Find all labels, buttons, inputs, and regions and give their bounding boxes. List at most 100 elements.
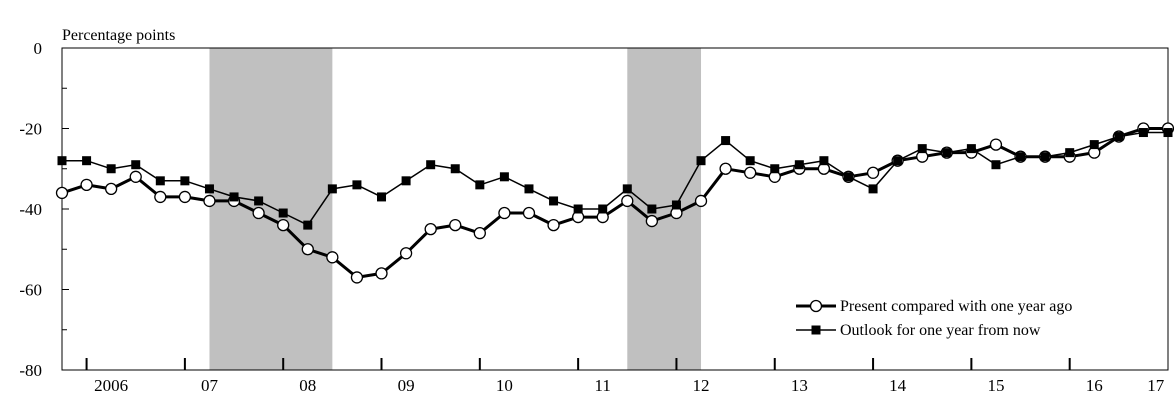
legend-marker-1	[809, 299, 823, 313]
x-tick-label: 12	[693, 376, 710, 395]
series-2-point	[1138, 128, 1148, 138]
x-tick-label: 16	[1086, 376, 1103, 395]
series-2-point	[1040, 152, 1050, 162]
series-2-point	[843, 172, 853, 182]
series-2-point	[893, 156, 903, 166]
series-2-point	[622, 184, 632, 194]
axes: Percentage points 0 -20 -40 -60 -80 2006 07 08 0…	[19, 27, 1169, 395]
series-1-point	[449, 218, 462, 232]
series-2-point	[1016, 152, 1026, 162]
series-2-point	[426, 160, 436, 170]
series-1-point	[350, 271, 364, 284]
series-1-point	[498, 206, 511, 220]
series-1-point	[547, 218, 560, 232]
series-2-point	[254, 196, 264, 206]
series-1-point	[694, 194, 708, 208]
series-2-point	[475, 180, 485, 190]
series-1-point	[621, 194, 634, 208]
legend-marker-2	[811, 325, 821, 335]
series-2-point	[770, 164, 780, 174]
series-2-point	[868, 184, 878, 194]
series-1-point	[375, 267, 388, 280]
x-tick-label: 13	[791, 376, 808, 395]
series-1-point	[178, 190, 192, 204]
series-2-point	[1114, 132, 1124, 142]
x-tick-label: 10	[496, 376, 513, 395]
x-tick-label: 14	[889, 376, 907, 395]
shaded-period-1	[209, 48, 333, 370]
series-1-point	[424, 222, 437, 236]
series-line-2	[62, 131, 1168, 226]
series	[55, 122, 1174, 284]
series-1-point	[744, 166, 757, 179]
legend: Present compared with one year ago Outloo…	[796, 298, 1072, 339]
series-2-point	[966, 144, 976, 154]
y-tick-label: 0	[34, 39, 43, 58]
series-2-point	[647, 204, 657, 214]
series-2-point	[327, 184, 337, 194]
series-1-point	[719, 162, 732, 175]
series-1-point	[154, 190, 167, 204]
series-2-point	[794, 160, 804, 170]
series-line-1	[61, 127, 1168, 279]
series-2-point	[352, 180, 362, 190]
series-2-point	[155, 176, 165, 186]
series-2-point	[82, 156, 92, 166]
series-2-point	[131, 160, 141, 170]
x-tick-label: 11	[595, 376, 611, 395]
legend-label-2: Outlook for one year from now	[840, 322, 1041, 339]
series-1-point	[301, 243, 314, 256]
y-axis-unit-label: Percentage points	[62, 27, 175, 44]
shaded-period-2	[627, 48, 702, 370]
series-2-point	[499, 172, 509, 182]
series-2-point	[377, 192, 387, 202]
x-tick-label: 07	[201, 376, 219, 395]
series-2-point	[401, 176, 411, 186]
series-2-point	[745, 156, 755, 166]
series-2-point	[942, 148, 952, 158]
series-1-point	[989, 138, 1003, 151]
series-2-point	[696, 156, 706, 166]
series-2-point	[180, 176, 190, 186]
series-1-point	[55, 186, 69, 200]
y-tick-label: -60	[19, 281, 42, 300]
series-1-point	[399, 247, 413, 260]
series-2-point	[1065, 148, 1075, 158]
series-2-point	[1089, 140, 1099, 150]
series-2-point	[598, 204, 608, 214]
series-2-point	[524, 184, 534, 194]
x-tick-label: 09	[398, 376, 415, 395]
series-1-point	[645, 214, 659, 228]
series-2-point	[278, 208, 288, 218]
shaded-periods	[209, 48, 702, 370]
series-2-point	[721, 136, 731, 146]
y-tick-label: -20	[19, 120, 42, 139]
series-1-point	[80, 178, 93, 192]
series-1-point	[203, 194, 216, 208]
y-tick-label: -80	[19, 361, 42, 380]
x-tick-label: 17	[1147, 376, 1165, 395]
series-2-point	[106, 164, 116, 174]
legend-label-1: Present compared with one year ago	[840, 298, 1072, 315]
series-2-point	[819, 156, 829, 166]
series-2-point	[549, 196, 559, 206]
series-2-point	[1163, 128, 1173, 138]
series-2-point	[671, 200, 681, 210]
series-1-point	[277, 218, 290, 232]
series-2-point	[991, 160, 1001, 170]
series-2-point	[204, 184, 214, 194]
series-1-point	[105, 182, 118, 196]
series-2-point	[573, 204, 583, 214]
series-2-point	[303, 220, 313, 230]
series-2-point	[57, 156, 67, 166]
series-2-point	[917, 144, 927, 154]
series-1-point	[473, 226, 486, 240]
series-1-point	[129, 170, 142, 183]
series-2-point	[450, 164, 460, 174]
x-tick-label: 2006	[94, 376, 128, 395]
series-1-point	[326, 251, 339, 264]
y-tick-label: -40	[19, 200, 42, 219]
series-2-point	[229, 192, 239, 202]
series-1-point	[252, 206, 265, 220]
